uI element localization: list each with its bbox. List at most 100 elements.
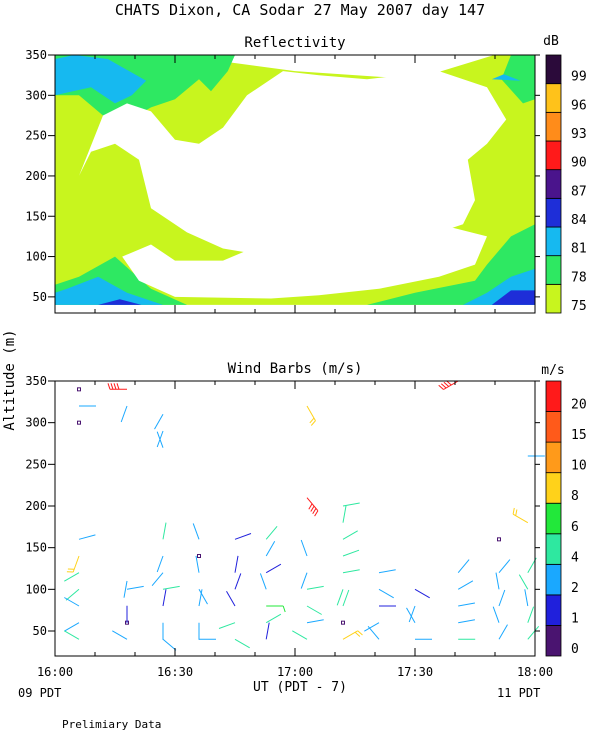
colorbar-label: 1 [571, 611, 579, 626]
x-tick-label: 16:00 [37, 665, 73, 679]
panel-2-title: Wind Barbs (m/s) [228, 361, 363, 377]
wind-barb [306, 619, 324, 624]
wind-barb [342, 505, 347, 523]
y-tick-label: 200 [25, 499, 47, 513]
wind-barb [306, 405, 316, 426]
x-tick-label: 17:00 [277, 665, 313, 679]
wind-barb [198, 589, 208, 605]
y-axis-label: Altitude (m) [2, 329, 18, 430]
colorbar-label: 10 [571, 459, 587, 474]
wind-barb [218, 622, 236, 629]
wind-barb [458, 602, 475, 607]
wind-barb [123, 580, 128, 598]
wind-barb [336, 589, 344, 606]
wind-barb [65, 588, 80, 601]
no-data-region [79, 71, 507, 257]
y-tick-label: 250 [25, 457, 47, 471]
wind-barb [112, 630, 128, 640]
y-tick-label: 300 [25, 416, 47, 430]
wind-barb [342, 569, 360, 574]
wind-barb [265, 613, 282, 624]
wind-barb [265, 541, 276, 557]
colorbar-swatch [545, 169, 562, 199]
wind-barb [300, 539, 308, 557]
colorbar-swatch [545, 625, 562, 657]
wind-barb [438, 380, 459, 390]
wind-barb [527, 625, 540, 640]
colorbar-label: 78 [571, 270, 587, 285]
x-axis-label: UT (PDT - 7) [253, 680, 347, 695]
colorbar-label: 0 [571, 642, 579, 657]
calm-marker [341, 620, 345, 625]
wind-barb [156, 555, 164, 573]
wind-barb [265, 525, 278, 540]
wind-barb [162, 585, 180, 590]
wind-barb [64, 572, 80, 582]
y-tick-label: 150 [25, 541, 47, 555]
y-tick-label: 350 [25, 48, 47, 62]
wind-barb [234, 573, 242, 590]
wind-barb [457, 580, 474, 590]
wind-barb [64, 622, 80, 632]
calm-marker [497, 537, 501, 542]
reflectivity-heatmap [55, 55, 535, 305]
wind-barbs [64, 380, 545, 651]
colorbar-label: 75 [571, 299, 587, 314]
colorbar-label: 81 [571, 242, 587, 257]
wind-barb [78, 534, 96, 540]
calm-marker [77, 420, 81, 425]
wind-barb [162, 589, 167, 607]
y-tick-label: 50 [33, 624, 47, 638]
colorbar-swatch [545, 594, 562, 626]
reflectivity-region [501, 55, 535, 104]
wind-barb [64, 597, 80, 607]
wind-barb [458, 619, 475, 624]
wind-barb [498, 559, 511, 574]
wind-barb [151, 572, 164, 587]
wind-barb [64, 630, 80, 640]
wind-barb [406, 607, 416, 623]
y-tick-label: 200 [25, 169, 47, 183]
colorbar-swatch [545, 533, 562, 565]
wind-barb [342, 589, 350, 607]
wind-barb [292, 630, 308, 640]
wind-barb [342, 530, 358, 540]
colorbar-swatch [545, 140, 562, 171]
colorbar-swatch [545, 226, 562, 257]
wind-barb [162, 522, 167, 540]
colorbar-swatch [545, 54, 562, 85]
wind-barb [192, 523, 200, 540]
colorbar-label: 2 [571, 581, 579, 596]
wind-barb [265, 563, 282, 574]
figure-title: CHATS Dixon, CA Sodar 27 May 2007 day 14… [115, 1, 485, 19]
wind-barb [306, 585, 324, 590]
wind-axes: 50 100 150 200 250 300 350 16:00 16:30 17:00 17:30… [25, 374, 553, 679]
y-tick-label: 50 [33, 290, 47, 304]
x-tick-label: 18:00 [517, 665, 553, 679]
wind-barb [518, 574, 529, 590]
wind-barb [66, 555, 80, 573]
y-tick-label: 250 [25, 129, 47, 143]
wind-barb [364, 622, 380, 632]
wind-barb [226, 591, 236, 607]
colorbar-swatch [545, 563, 562, 596]
colorbar-swatch [545, 502, 562, 535]
panel-1-title: Reflectivity [244, 35, 345, 51]
wind-barb [408, 605, 416, 623]
wind-barb [512, 507, 529, 524]
wind-barb [162, 638, 177, 651]
colorbar-swatch [545, 255, 562, 285]
wind-barb [498, 589, 506, 607]
colorbar-label: 20 [571, 398, 587, 413]
colorbar-swatch [545, 283, 562, 314]
calm-marker [77, 387, 81, 392]
wind-barb [195, 555, 200, 573]
colorbar-label: 8 [571, 489, 579, 504]
reflectivity-region [247, 224, 535, 305]
wind-barb [265, 622, 270, 640]
colorbar-label: 15 [571, 428, 587, 443]
colorbar-label: 99 [571, 70, 587, 85]
panel-2-unit: m/s [541, 363, 564, 378]
wind-colorbar: 0 1 2 4 6 8 10 15 20 [545, 380, 587, 657]
